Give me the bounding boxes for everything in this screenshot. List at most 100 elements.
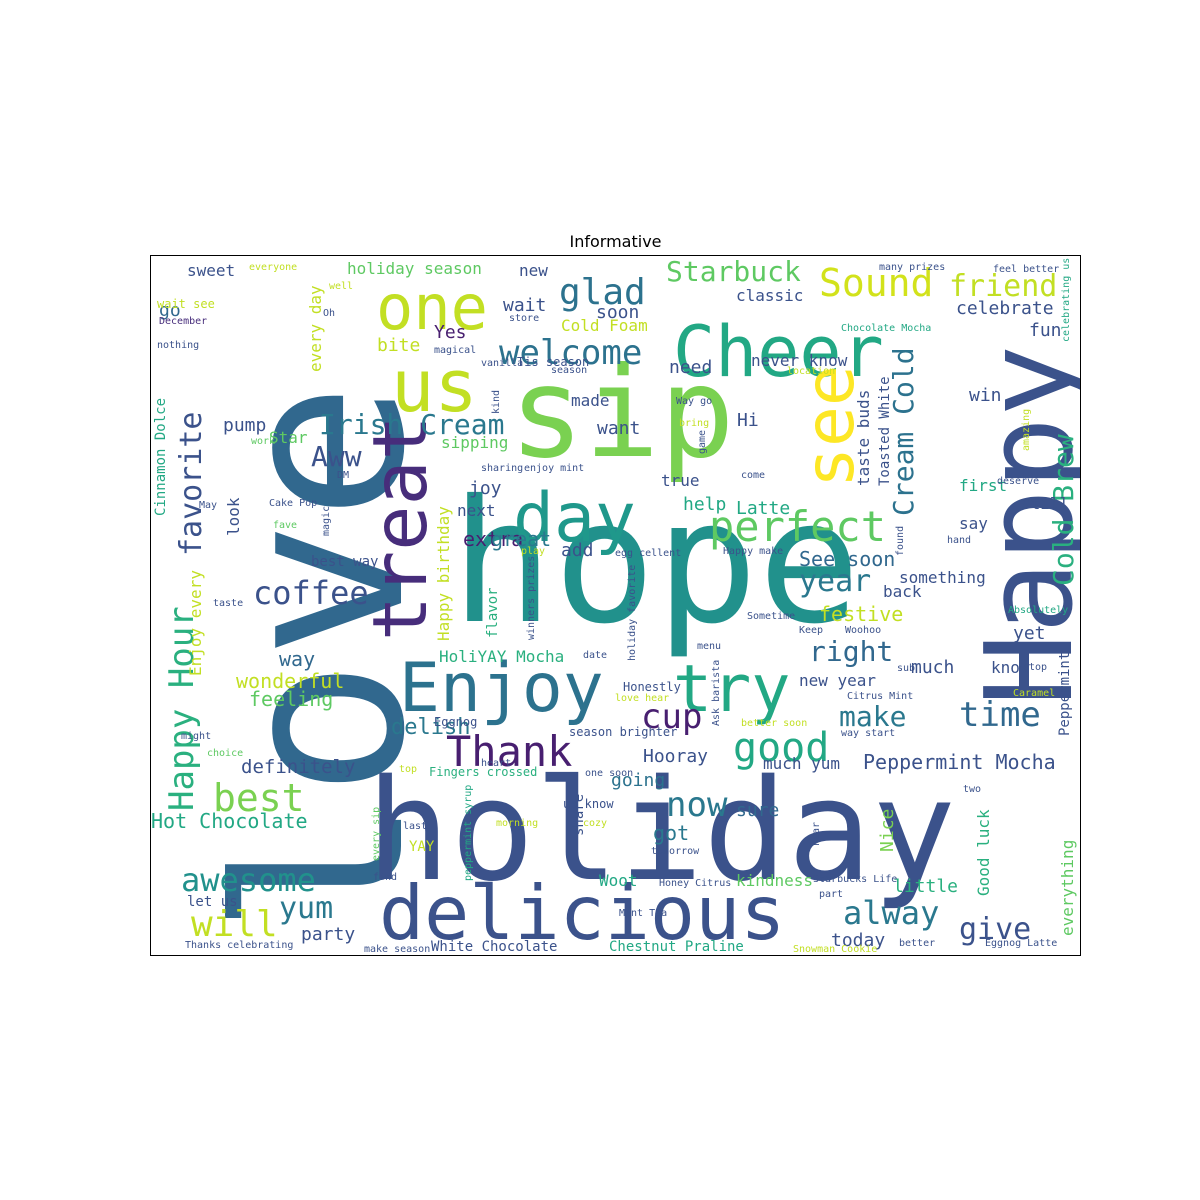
word-sure: sure [736, 800, 779, 821]
word-white-chocolate: White Chocolate [431, 939, 557, 955]
word-happy-hour: Happy Hour [162, 606, 202, 811]
word-tomorrow: tomorrow [651, 846, 700, 857]
word-way-go: Way go [676, 396, 712, 407]
word-every-sip: every sip [371, 807, 382, 861]
word-celebrate: celebrate [956, 298, 1054, 319]
word-sip: sip [509, 341, 735, 486]
word-bring: bring [679, 418, 709, 429]
word-celebrating-us: celebrating us [1061, 258, 1072, 342]
word-look: look [224, 497, 243, 536]
word-happy-birthday: Happy birthday [434, 506, 453, 641]
word-find: find [373, 872, 397, 883]
word-honey-citrus: Honey Citrus [659, 878, 731, 889]
word-sweet: sweet [187, 261, 235, 280]
word-caramel: Caramel [1013, 688, 1055, 699]
word-wonderful: wonderful [236, 669, 344, 693]
word-peppermint-syrup: peppermint syrup [463, 785, 474, 881]
word-woohoo: Woohoo [845, 625, 881, 636]
word-amazing: amazing [1021, 409, 1032, 451]
word-every-day: every day [306, 285, 325, 372]
word-right: right [809, 635, 893, 668]
word-go: go [159, 300, 181, 321]
word-first: first [959, 476, 1007, 495]
word-bite: bite [377, 335, 420, 356]
word-going: going [611, 770, 665, 791]
word-today: today [831, 930, 885, 951]
word-everything: everything [1058, 840, 1077, 936]
word-new-year: new year [799, 671, 876, 690]
word-soon: soon [596, 302, 639, 323]
word-fingers-crossed: Fingers crossed [429, 765, 537, 779]
word-found: found [895, 526, 906, 556]
word-snowman-cookie: Snowman Cookie [793, 944, 877, 955]
word-vanilla: vanilla [481, 358, 523, 369]
word-eggnog-latte: Eggnog Latte [985, 938, 1057, 949]
word-joy: joy [469, 478, 502, 499]
word-ask-barista: Ask barista [711, 660, 722, 726]
word-honestly: Honestly [623, 680, 681, 694]
word-day: day [513, 479, 636, 558]
word-kindness: kindness [736, 871, 813, 890]
word-never-know: never know [751, 351, 848, 370]
word-alway: alway [843, 894, 939, 932]
word-share: share [571, 794, 587, 836]
word-two: two [963, 784, 981, 795]
word-well: well [329, 281, 353, 292]
word-play: play [521, 546, 545, 557]
word-holiyay-mocha: HoliYAY Mocha [439, 647, 564, 666]
word-feel-better: feel better [993, 264, 1059, 275]
word-holiday-season: holiday season [347, 259, 482, 278]
word-little: little [893, 876, 958, 897]
word-win: win [969, 385, 1002, 406]
word-yes: Yes [434, 322, 467, 343]
word-chocolate-mocha: Chocolate Mocha [841, 323, 931, 334]
word-deserve: deserve [997, 476, 1039, 487]
word-feeling: feeling [249, 687, 333, 711]
word-yay: YAY [409, 839, 435, 855]
word-sometime: Sometime [747, 611, 795, 622]
word-flavor: flavor [485, 587, 501, 638]
word-sharing: sharing [481, 463, 523, 474]
word-peppermint: Peppermint [1057, 652, 1073, 736]
word-glad: glad [559, 272, 646, 313]
word-help: help [683, 494, 726, 515]
word-magic: magic [321, 506, 332, 536]
word-dm: DM [337, 470, 349, 481]
word-hi: Hi [737, 410, 759, 431]
word-woot: Woot [599, 871, 638, 890]
word-cloud-frame: love hope holiday sip Happy delicious treat Che… [150, 255, 1081, 956]
word-season: season [551, 365, 587, 376]
word-something: something [899, 568, 986, 587]
word-latte: Latte [736, 498, 790, 519]
word-choice: choice [207, 748, 243, 759]
word-tis-season: Tis season [517, 355, 589, 369]
word-cream-cold: Cream Cold [887, 347, 920, 516]
word-chestnut-praline: Chestnut Praline [609, 939, 744, 955]
word-festive: festive [819, 602, 903, 626]
word-last: last [403, 821, 427, 832]
word-great: great [491, 527, 551, 551]
word-sipping: sipping [441, 433, 508, 452]
word-store: store [509, 313, 539, 324]
word-add: add [561, 540, 594, 561]
word-hand: hand [947, 535, 971, 546]
word-favorite: favorite [174, 412, 209, 557]
word-might: might [181, 731, 211, 742]
word-better: better [899, 938, 935, 949]
word-one-soon: one soon [585, 768, 633, 779]
word-way-start: way start [841, 728, 895, 739]
word-friend: friend [949, 269, 1057, 304]
word-holiday-favorite: holiday favorite [627, 565, 638, 661]
word-thank: Thank [446, 727, 572, 776]
word-aww: Aww [311, 440, 362, 473]
word-cinnamon-dolce: Cinnamon Dolce [153, 398, 169, 516]
word-see-soon: See soon [799, 547, 895, 571]
word-taste: taste [213, 598, 243, 609]
word-much-yum: much yum [763, 754, 840, 773]
word-toasted-white: Toasted White [877, 376, 893, 486]
word-perfect: perfect [709, 502, 886, 551]
word-love: love [189, 382, 456, 936]
word-cold-brew: Cold Brew [1047, 434, 1080, 586]
word-say: say [959, 514, 988, 533]
word-made: made [571, 391, 610, 410]
